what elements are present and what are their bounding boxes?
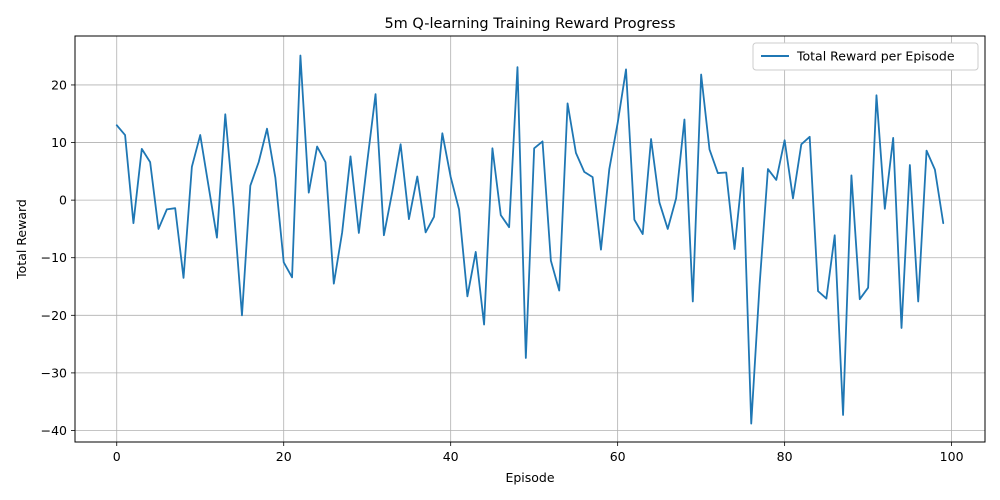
y-tick-label: −20 (41, 308, 67, 323)
legend-label: Total Reward per Episode (796, 49, 955, 64)
x-tick-label: 60 (610, 449, 626, 464)
grid-lines (75, 36, 985, 442)
x-tick-label: 20 (276, 449, 292, 464)
y-tick-label: −10 (41, 250, 67, 265)
y-tick-label: −30 (41, 365, 67, 380)
x-tick-label: 0 (113, 449, 121, 464)
chart-title: 5m Q-learning Training Reward Progress (384, 16, 675, 32)
reward-series-line (115, 54, 945, 425)
y-axis-label: Total Reward (14, 199, 29, 280)
plot-frame (74, 35, 986, 443)
y-tick-label: −40 (41, 423, 67, 438)
legend: Total Reward per Episode (752, 42, 979, 71)
y-tick-label: 20 (51, 77, 67, 92)
axis-ticks: 0 20 40 60 80 100 −40 −30 −20 −10 0 10 20 (41, 77, 964, 464)
y-tick-label: 10 (51, 135, 67, 150)
x-tick-label: 100 (940, 449, 964, 464)
series-layer (115, 54, 945, 425)
y-tick-label: 0 (59, 193, 67, 208)
x-tick-label: 80 (777, 449, 793, 464)
legend-box (752, 42, 979, 71)
x-axis-label: Episode (505, 470, 554, 485)
x-tick-label: 40 (443, 449, 459, 464)
